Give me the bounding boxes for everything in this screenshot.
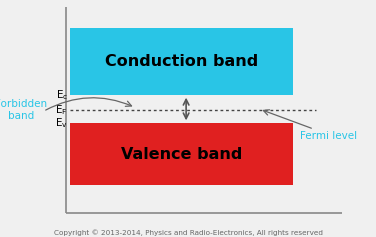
Bar	[70, 28, 293, 95]
Text: $\mathregular{E_v}$: $\mathregular{E_v}$	[55, 116, 68, 130]
Text: Forbidden
band: Forbidden band	[0, 99, 47, 121]
Text: $\mathregular{E_F}$: $\mathregular{E_F}$	[55, 103, 68, 117]
Text: Valence band: Valence band	[121, 146, 242, 162]
Text: Conduction band: Conduction band	[105, 54, 258, 69]
Text: Copyright © 2013-2014, Physics and Radio-Electronics, All rights reserved: Copyright © 2013-2014, Physics and Radio…	[53, 229, 323, 236]
Text: $\mathregular{E_c}$: $\mathregular{E_c}$	[56, 88, 68, 102]
Bar	[70, 123, 293, 185]
Text: Fermi level: Fermi level	[300, 131, 358, 141]
